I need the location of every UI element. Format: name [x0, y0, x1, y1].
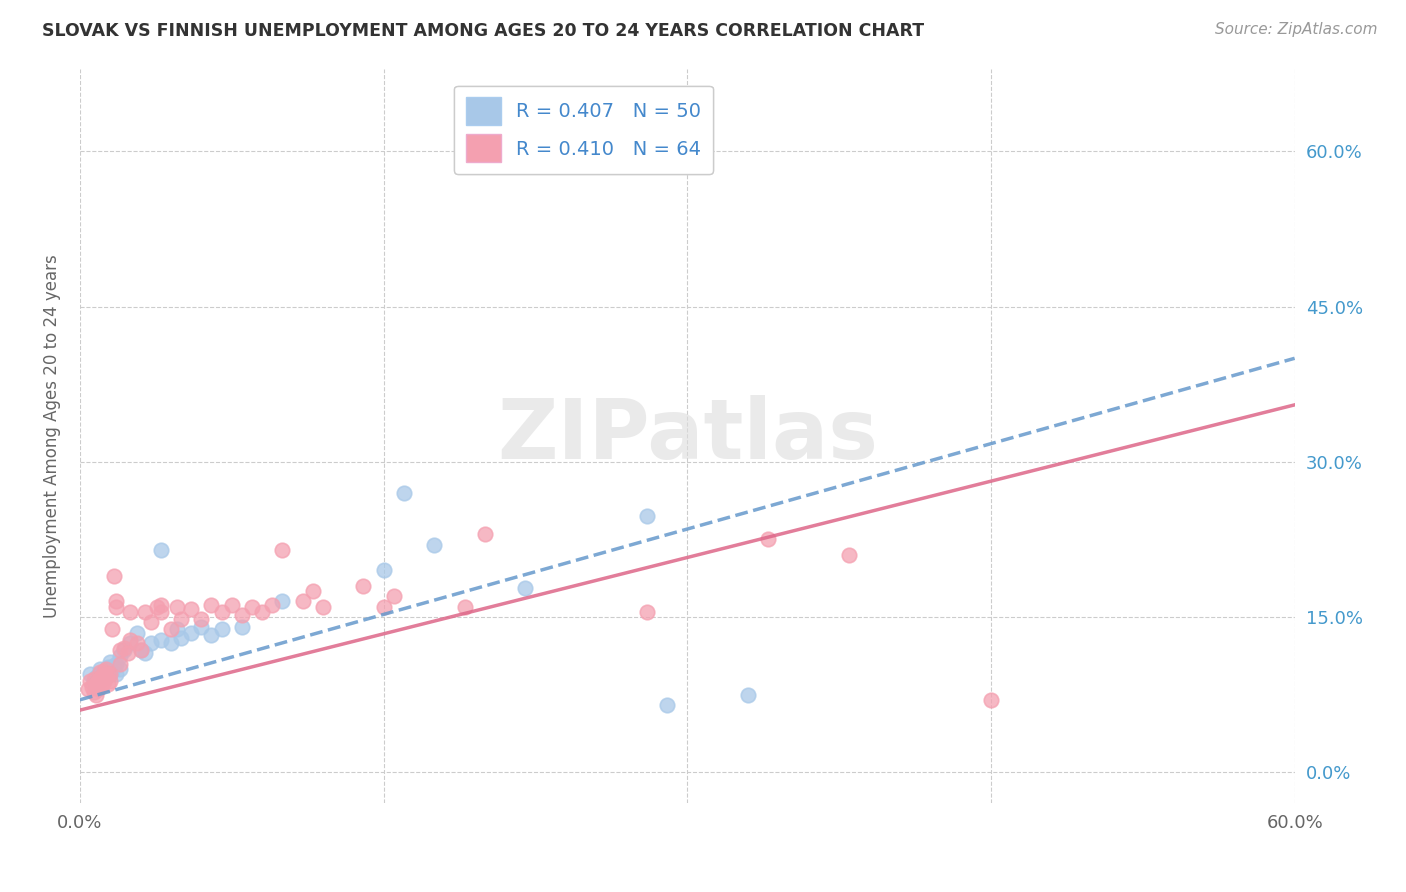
Point: [221, 598, 243, 612]
Point: [149, 632, 172, 647]
Point: [134, 605, 156, 619]
Point: [120, 632, 142, 647]
Point: [250, 605, 273, 619]
Point: [756, 533, 779, 547]
Point: [89, 665, 111, 679]
Point: [373, 564, 395, 578]
Point: [200, 627, 222, 641]
Point: [91, 665, 114, 680]
Point: [166, 623, 188, 637]
Point: [96, 670, 118, 684]
Point: [423, 538, 446, 552]
Point: [87, 676, 110, 690]
Point: [170, 631, 193, 645]
Point: [97, 667, 120, 681]
Point: [231, 620, 253, 634]
Point: [737, 688, 759, 702]
Y-axis label: Unemployment Among Ages 20 to 24 years: Unemployment Among Ages 20 to 24 years: [44, 254, 60, 618]
Point: [97, 659, 120, 673]
Point: [373, 599, 395, 614]
Point: [125, 625, 148, 640]
Point: [96, 662, 118, 676]
Point: [83, 684, 105, 698]
Point: [83, 672, 105, 686]
Point: [112, 643, 135, 657]
Point: [240, 599, 263, 614]
Point: [160, 623, 183, 637]
Point: [79, 674, 101, 689]
Text: ZIPatlas: ZIPatlas: [496, 395, 877, 476]
Legend: R = 0.407   N = 50, R = 0.410   N = 64: R = 0.407 N = 50, R = 0.410 N = 64: [454, 86, 713, 174]
Point: [271, 594, 294, 608]
Point: [80, 681, 103, 695]
Point: [838, 548, 860, 562]
Point: [101, 664, 124, 678]
Point: [190, 612, 212, 626]
Point: [166, 599, 188, 614]
Point: [105, 667, 128, 681]
Point: [453, 599, 475, 614]
Point: [93, 664, 115, 678]
Point: [129, 643, 152, 657]
Point: [97, 667, 120, 681]
Point: [139, 615, 162, 630]
Point: [352, 579, 374, 593]
Point: [655, 698, 678, 712]
Point: [87, 674, 110, 689]
Point: [84, 688, 107, 702]
Point: [262, 598, 284, 612]
Point: [112, 641, 135, 656]
Point: [96, 662, 118, 676]
Point: [149, 605, 172, 619]
Point: [105, 599, 128, 614]
Point: [120, 605, 142, 619]
Point: [89, 662, 111, 676]
Point: [271, 542, 294, 557]
Point: [636, 508, 658, 523]
Point: [139, 636, 162, 650]
Point: [180, 601, 202, 615]
Point: [129, 643, 152, 657]
Point: [125, 636, 148, 650]
Point: [93, 674, 115, 689]
Point: [474, 527, 496, 541]
Point: [89, 674, 111, 689]
Text: Source: ZipAtlas.com: Source: ZipAtlas.com: [1215, 22, 1378, 37]
Point: [98, 662, 121, 676]
Point: [93, 671, 115, 685]
Point: [84, 677, 107, 691]
Point: [110, 662, 132, 676]
Point: [120, 636, 142, 650]
Point: [91, 677, 114, 691]
Point: [146, 599, 169, 614]
Point: [211, 623, 233, 637]
Text: SLOVAK VS FINNISH UNEMPLOYMENT AMONG AGES 20 TO 24 YEARS CORRELATION CHART: SLOVAK VS FINNISH UNEMPLOYMENT AMONG AGE…: [42, 22, 924, 40]
Point: [636, 605, 658, 619]
Point: [103, 658, 125, 673]
Point: [231, 607, 253, 622]
Point: [110, 657, 132, 671]
Point: [211, 605, 233, 619]
Point: [97, 677, 120, 691]
Point: [301, 584, 323, 599]
Point: [117, 646, 139, 660]
Point: [190, 620, 212, 634]
Point: [110, 643, 132, 657]
Point: [103, 568, 125, 582]
Point: [91, 672, 114, 686]
Point: [180, 625, 202, 640]
Point: [312, 599, 335, 614]
Point: [93, 665, 115, 679]
Point: [134, 646, 156, 660]
Point: [79, 667, 101, 681]
Point: [98, 667, 121, 681]
Point: [160, 636, 183, 650]
Point: [515, 581, 537, 595]
Point: [291, 594, 314, 608]
Point: [98, 667, 121, 681]
Point: [96, 669, 118, 683]
Point: [89, 672, 111, 686]
Point: [382, 590, 405, 604]
Point: [105, 657, 128, 671]
